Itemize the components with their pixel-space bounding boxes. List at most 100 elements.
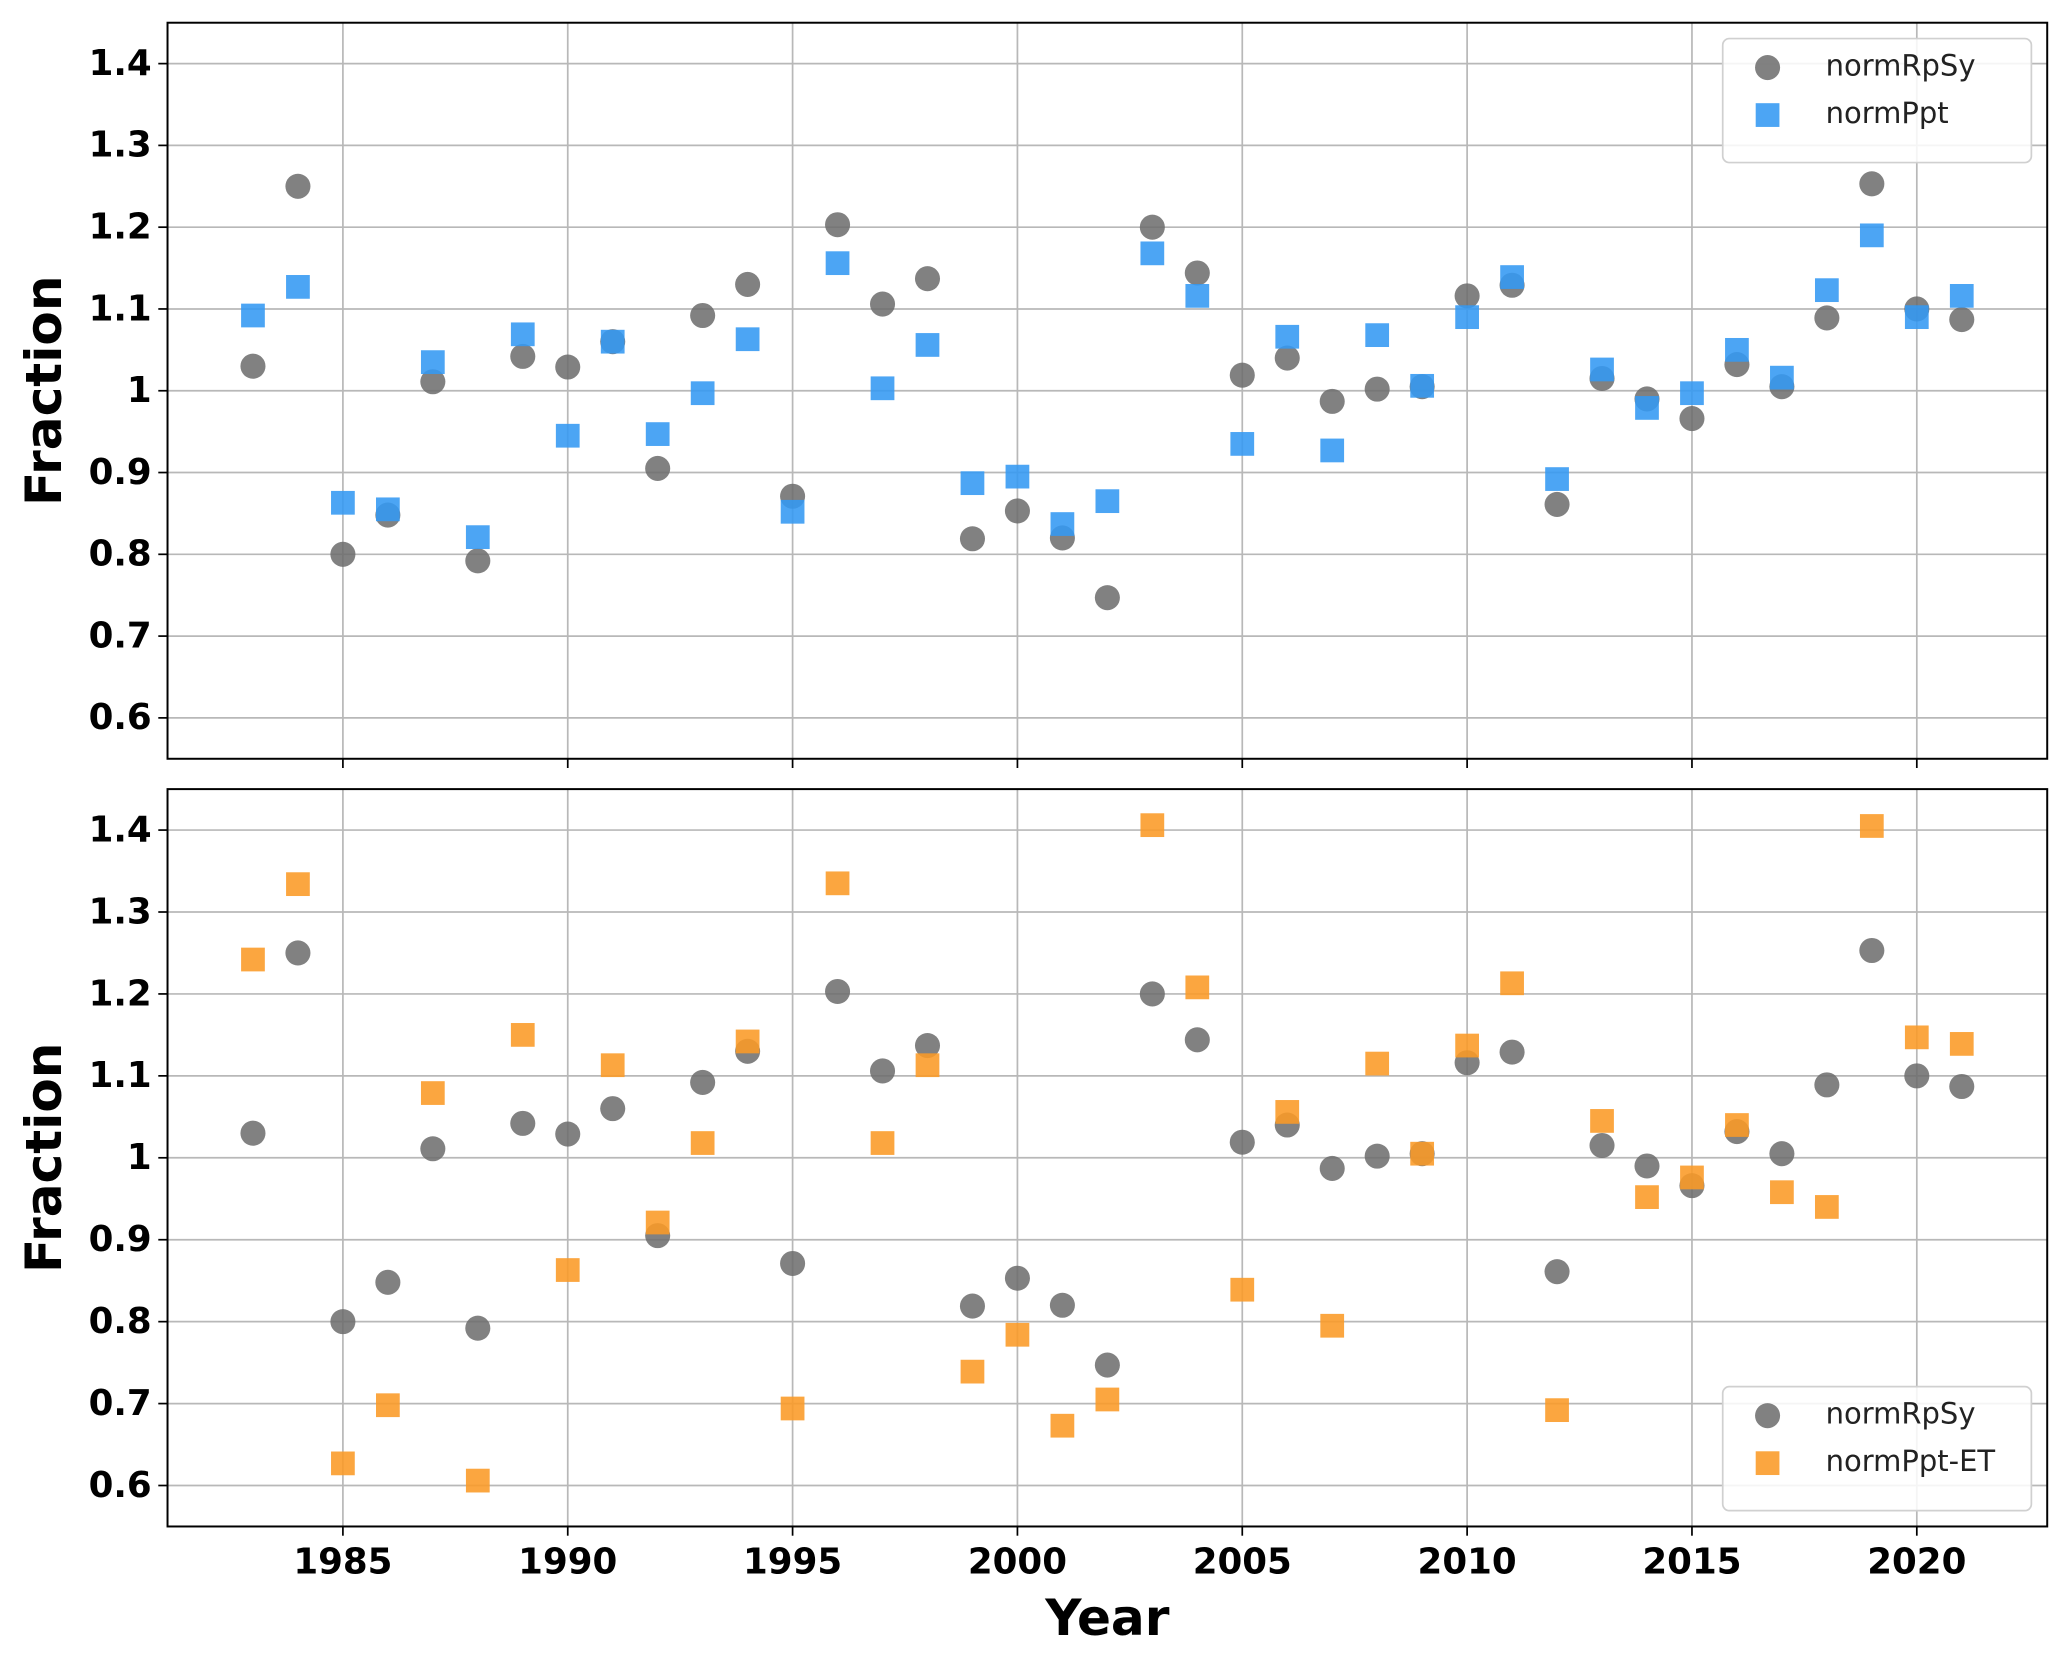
square-marker: [825, 251, 850, 276]
y-tick-label: 0.9: [89, 452, 152, 493]
y-tick-label: 0.7: [89, 615, 152, 656]
panel: 1985 1990 1995 2000 2005 2010 2015 2020 1.4 1.3 1.…: [14, 788, 2049, 1647]
square-marker: [286, 275, 310, 299]
circle-marker: [1094, 585, 1120, 611]
square-marker: [1140, 241, 1165, 266]
circle-marker: [690, 302, 716, 329]
plot-frame: [166, 788, 2049, 1528]
panel: 1.4 1.3 1.2 1.1 1 0.9 0.8 0.7 0.6 Fraction normRpS…: [14, 21, 2049, 769]
circle-marker: [1769, 1141, 1795, 1167]
square-marker: [1410, 1141, 1435, 1166]
square-marker: [600, 1053, 625, 1078]
circle-marker: [1094, 1352, 1120, 1378]
square-marker: [1545, 1398, 1569, 1423]
y-axis-label: Fraction: [14, 1043, 73, 1273]
y-tick-label: 0.6: [89, 697, 152, 738]
x-tick-label: 2010: [1418, 1541, 1517, 1582]
square-marker: [600, 329, 625, 354]
plot-frame: [166, 21, 2049, 760]
circle-marker: [869, 1058, 896, 1084]
square-marker: [1185, 284, 1210, 308]
circle-marker: [1949, 1073, 1975, 1100]
square-marker: [1005, 464, 1030, 489]
square-marker: [1005, 1322, 1030, 1347]
square-marker: [420, 1081, 445, 1105]
legend: normRpSy normPpt: [1721, 37, 2033, 164]
square-marker: [780, 499, 805, 524]
circle-marker: [1364, 376, 1390, 402]
square-marker: [1635, 396, 1659, 420]
square-marker: [915, 1053, 940, 1078]
circle-marker: [1229, 362, 1255, 388]
y-tick-label: 1.1: [89, 288, 152, 329]
x-tick-label: 1995: [743, 1541, 842, 1582]
legend-label: normPpt: [1826, 96, 1949, 130]
square-marker: [645, 422, 670, 446]
x-tick-label: 2015: [1642, 1541, 1741, 1582]
x-tick-label: 2005: [1193, 1541, 1292, 1582]
circle-marker: [1755, 1403, 1781, 1429]
circle-marker: [1184, 260, 1210, 286]
square-marker: [375, 1393, 400, 1418]
y-tick-label: 0.8: [89, 534, 152, 575]
circle-marker: [735, 271, 761, 297]
y-tick-label: 0.9: [89, 1219, 152, 1260]
square-marker: [960, 471, 985, 496]
square-marker: [915, 333, 940, 357]
square-marker: [1230, 432, 1255, 456]
x-tick-label: 1990: [518, 1541, 617, 1582]
square-marker: [870, 376, 895, 401]
circle-marker: [1364, 1143, 1390, 1169]
square-marker: [1365, 1051, 1390, 1076]
circle-marker: [375, 1269, 401, 1295]
y-tick-label: 1: [127, 370, 152, 411]
square-marker: [1500, 265, 1524, 289]
square-marker: [241, 947, 265, 972]
square-marker: [1410, 373, 1435, 398]
circle-marker: [869, 291, 896, 317]
square-marker: [960, 1359, 985, 1384]
square-marker: [1814, 1195, 1839, 1219]
circle-marker: [285, 173, 311, 199]
square-marker: [1725, 337, 1749, 362]
circle-marker: [1139, 981, 1165, 1007]
x-tick-label: 2020: [1867, 1541, 1966, 1582]
circle-marker: [1949, 307, 1975, 333]
square-marker: [1185, 975, 1210, 1000]
circle-marker: [825, 212, 851, 238]
legend-box: [1721, 1385, 2033, 1512]
square-marker: [1590, 357, 1614, 382]
circle-marker: [240, 1120, 266, 1146]
square-marker: [1680, 1165, 1704, 1190]
circle-marker: [1755, 55, 1781, 81]
y-tick-label: 0.8: [89, 1301, 152, 1342]
circle-marker: [330, 541, 356, 567]
circle-marker: [285, 940, 311, 966]
square-marker: [1545, 467, 1569, 491]
y-tick-label: 1: [127, 1137, 152, 1178]
series: [240, 171, 1975, 611]
square-marker: [510, 322, 535, 347]
square-marker: [1320, 438, 1345, 463]
series: [241, 813, 1974, 1493]
square-marker: [1904, 1025, 1929, 1050]
square-marker: [1635, 1185, 1659, 1209]
circle-marker: [1049, 1292, 1075, 1318]
legend-label: normRpSy: [1826, 49, 1976, 83]
circle-marker: [555, 1121, 581, 1147]
circle-marker: [1139, 214, 1165, 240]
y-tick-label: 1.3: [89, 891, 152, 932]
x-tick-label: 1985: [293, 1541, 392, 1582]
square-marker: [1755, 103, 1780, 127]
square-marker: [1949, 284, 1974, 308]
square-marker: [1455, 305, 1479, 330]
circle-marker: [1004, 498, 1030, 524]
square-marker: [1365, 323, 1390, 348]
square-marker: [870, 1131, 895, 1155]
circle-marker: [1004, 1265, 1030, 1291]
square-marker: [555, 1258, 580, 1282]
circle-marker: [1814, 1072, 1840, 1098]
y-tick-label: 1.4: [89, 809, 152, 850]
square-marker: [1859, 814, 1884, 838]
